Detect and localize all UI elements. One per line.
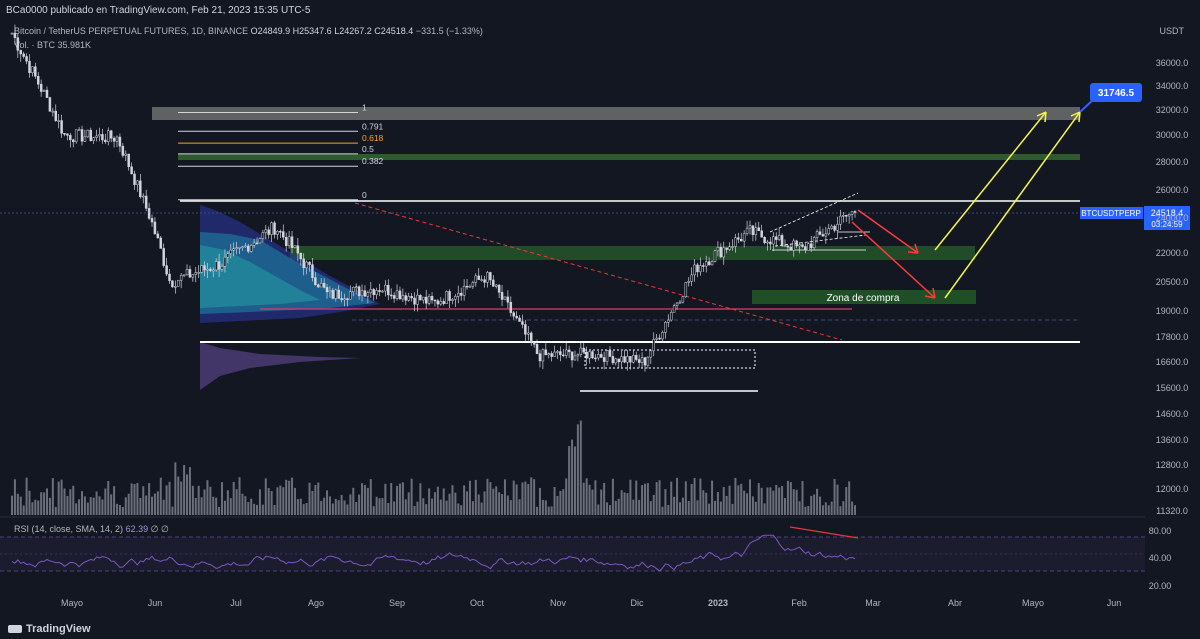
time-tick: 2023 [708,598,728,608]
price-tick: 13600.0 [1156,435,1189,445]
time-tick: Dic [631,598,644,608]
price-tick: 17800.0 [1156,332,1189,342]
symbol-name[interactable]: Bitcoin / TetherUS PERPETUAL FUTURES, 1D… [14,26,249,36]
buy-zone-label: Zona de compra [827,293,900,304]
range-box [584,349,756,369]
projection-arrows [851,97,1096,299]
time-tick: Jun [1107,598,1122,608]
time-tick: Abr [948,598,962,608]
time-tick: Mar [865,598,881,608]
price-tick: 20500.0 [1156,277,1189,287]
rsi-divergence [789,526,859,539]
rsi-tick: 80.00 [1149,526,1172,536]
rsi-tick: 40.00 [1149,553,1172,563]
fib-label: 0.791 [362,121,384,131]
ohlc-close: C24518.4 [374,26,414,36]
price-tick: 22000.0 [1156,248,1189,258]
fib-label: 0.5 [362,144,374,154]
tradingview-logo-icon [8,625,22,634]
candlesticks [10,24,857,372]
resistance-zone [152,107,1080,120]
price-tick: 28000.0 [1156,157,1189,167]
target-price-label: 31746.5 [1098,88,1135,99]
price-tick: 34000.0 [1156,81,1189,91]
time-axis[interactable]: Mayo Jun Jul Ago Sep Oct Nov Dic 2023 Feb Mar Abr Ma… [61,598,1121,608]
ohlc-high: H25347.6 [292,26,332,36]
last-price-label: 24518.4 [1151,208,1184,218]
rsi-line [11,534,856,572]
publisher-header: BCa0000 publicado en TradingView.com, Fe… [6,5,311,16]
price-tick: 11320.0 [1156,506,1188,516]
downtrend-line[interactable] [354,202,843,341]
price-tick: 36000.0 [1156,58,1189,68]
time-tick: Sep [389,598,405,608]
price-tick: 15600.0 [1156,383,1189,393]
green-zone-mid [290,246,975,260]
last-price-tag [1144,206,1190,230]
ohlc-open: O24849.9 [250,26,291,36]
price-tick: 16600.0 [1156,357,1189,367]
rsi-label: RSI (14, close, SMA, 14, 2) [14,524,124,534]
price-tick: 26000.0 [1156,185,1189,195]
countdown-label: 03:24:59 [1151,220,1183,229]
rsi-extra: ∅ ∅ [150,524,169,534]
symbol-tag-label: BTCUSDTPERP [1081,209,1141,218]
fib-label: 1 [362,103,367,113]
time-tick: Jun [148,598,163,608]
price-tick: 12800.0 [1156,460,1189,470]
time-tick: Mayo [61,598,83,608]
rsi-legend[interactable]: RSI (14, close, SMA, 14, 2) 62.39 ∅ ∅ [14,524,169,535]
ohlc-change: −331.5 (−1.33%) [415,26,483,36]
price-tick: 14600.0 [1156,409,1189,419]
price-tick: 12000.0 [1156,484,1189,494]
rsi-tick: 20.00 [1149,581,1172,591]
price-axis[interactable]: 36000.0 34000.0 32000.0 30000.0 28000.0 26000… [1149,58,1189,591]
target-price-badge[interactable] [1090,83,1142,102]
price-tick: 19000.0 [1156,306,1189,316]
volume-profile [200,205,380,390]
time-tick: Mayo [1022,598,1044,608]
symbol-tag [1080,207,1143,219]
rsi-value: 62.39 [125,524,149,534]
time-tick: Oct [470,598,485,608]
fib-label: 0 [362,190,367,200]
time-tick: Ago [308,598,324,608]
symbol-legend[interactable]: Bitcoin / TetherUS PERPETUAL FUTURES, 1D… [14,26,483,36]
time-tick: Jul [230,598,242,608]
volume-bars [11,420,856,515]
price-tick: 32000.0 [1156,105,1189,115]
price-tick: 30000.0 [1156,130,1189,140]
green-zone-upper [178,154,1080,160]
time-tick: Feb [791,598,807,608]
volume-legend[interactable]: Vol. · BTC 35.981K [14,40,92,50]
ohlc-low: L24267.2 [334,26,372,36]
fib-label: 0.618 [362,133,384,143]
time-tick: Nov [550,598,567,608]
fib-label: 0.382 [362,156,384,166]
price-tick: 24000.0 [1156,213,1189,223]
rsi-band [0,537,1145,571]
tradingview-brand[interactable]: TradingView [8,623,91,635]
price-unit: USDT [1159,26,1185,36]
buy-zone [752,290,976,304]
